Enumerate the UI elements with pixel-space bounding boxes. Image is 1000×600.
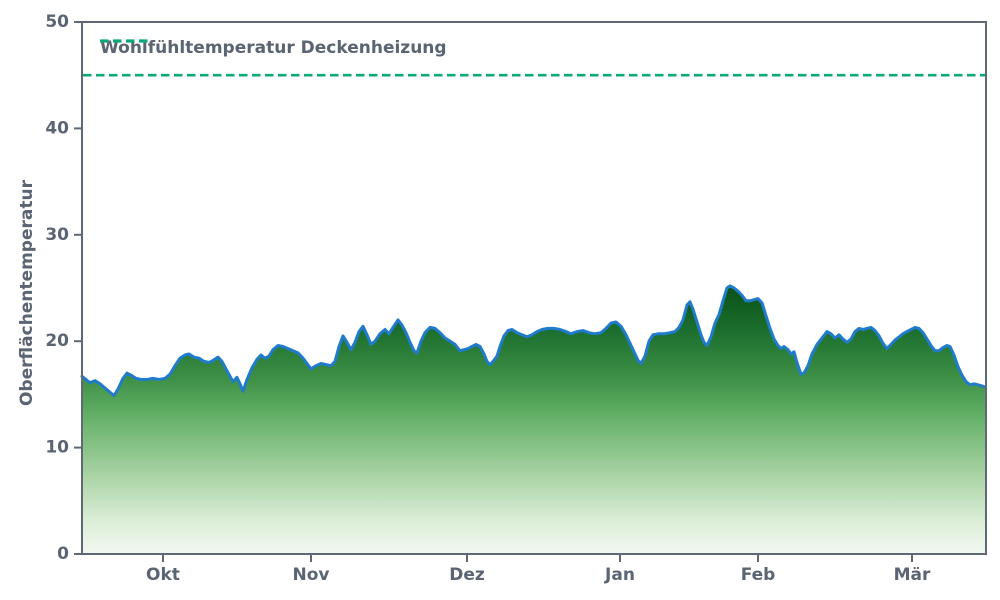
x-tick-label-nov: Nov [293, 565, 330, 585]
x-tick-label-okt: Okt [146, 565, 180, 585]
plot-border [81, 21, 987, 555]
y-tick-label: 50 [45, 12, 69, 32]
y-tick-label: 20 [45, 331, 69, 351]
x-tick-label-jan: Jan [604, 565, 635, 585]
x-tick-label-dez: Dez [449, 565, 485, 585]
dashed-line-legend-swatch [100, 39, 148, 43]
y-axis-label: Oberflächentemperatur [17, 180, 37, 406]
y-tick-label: 40 [45, 118, 69, 138]
temperature-area-fill [82, 285, 985, 554]
x-tick-label-feb: Feb [741, 565, 776, 585]
x-tick-label-mär: Mär [894, 565, 931, 585]
y-tick-label: 30 [45, 225, 69, 245]
y-tick-label: 10 [45, 438, 69, 458]
legend-label: Wohlfühltemperatur Deckenheizung [100, 38, 447, 58]
y-tick-label: 0 [57, 544, 69, 564]
legend: Wohlfühltemperatur Deckenheizung [100, 38, 447, 58]
temperature-line [80, 284, 987, 397]
